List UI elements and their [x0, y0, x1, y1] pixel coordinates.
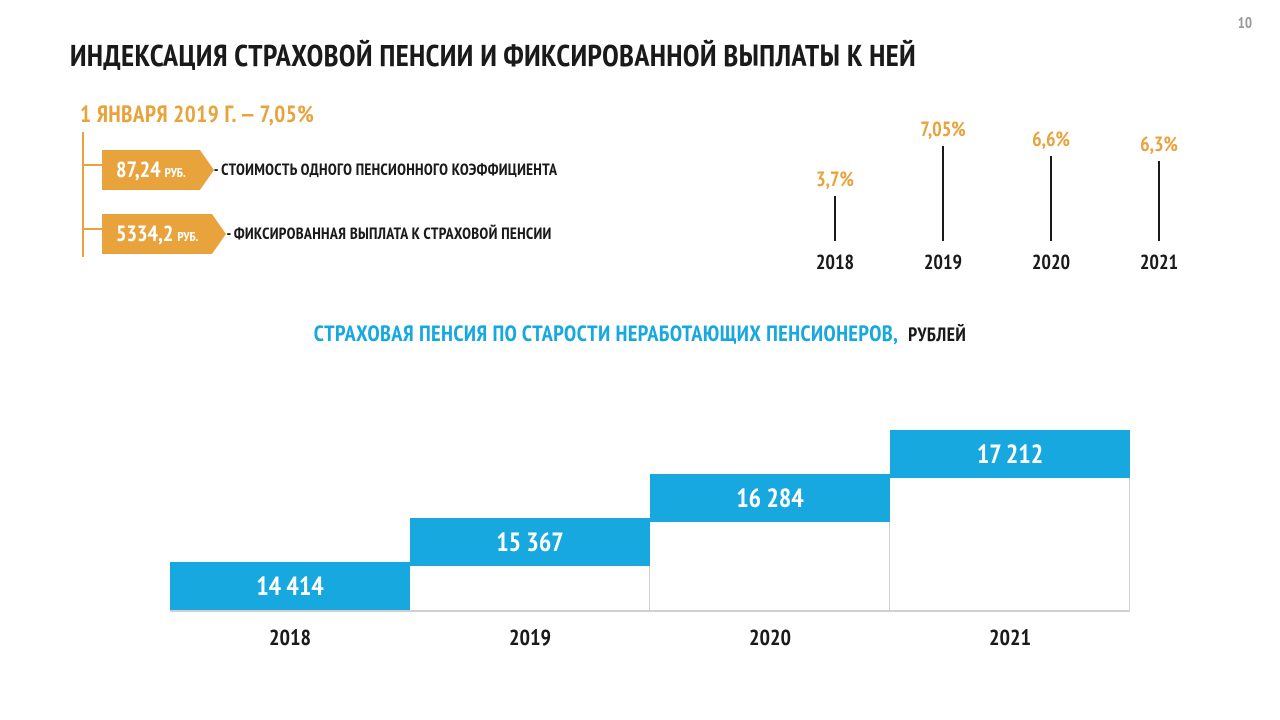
page-title: ИНДЕКСАЦИЯ СТРАХОВОЙ ПЕНСИИ И ФИКСИРОВАН… [70, 36, 916, 75]
step-bar: 17 212 [890, 430, 1130, 478]
step-year: 2020 [660, 624, 880, 652]
pct-col: 7,05% 2019 [898, 116, 988, 275]
pct-col: 3,7% 2018 [790, 166, 880, 275]
tag-badge: 5334,2 РУБ. [102, 214, 212, 254]
step-year: 2021 [900, 624, 1120, 652]
step-chart: 14 414 2018 15 367 2019 16 284 2020 17 212 2021 [170, 370, 1130, 670]
step-bar: 15 367 [410, 518, 650, 566]
tag-unit: РУБ. [177, 217, 198, 257]
tag-unit: РУБ. [165, 153, 186, 193]
step-year: 2019 [420, 624, 640, 652]
pct-value: 6,3% [1114, 131, 1204, 157]
pct-line [1050, 156, 1052, 241]
pct-line [834, 196, 836, 241]
pct-line [942, 146, 944, 241]
pct-line [1158, 161, 1160, 241]
subtitle-text: СТРАХОВАЯ ПЕНСИЯ ПО СТАРОСТИ НЕРАБОТАЮЩИ… [314, 320, 897, 348]
tag-badge: 87,24 РУБ. [102, 150, 200, 190]
pct-value: 7,05% [898, 116, 988, 142]
tag-value: 87,24 [116, 150, 161, 190]
pct-value: 3,7% [790, 166, 880, 192]
pct-col: 6,6% 2020 [1006, 126, 1096, 275]
step-bar: 16 284 [650, 474, 890, 522]
tag-row-coefficient: 87,24 РУБ. - СТОИМОСТЬ ОДНОГО ПЕНСИОННОГ… [102, 150, 557, 190]
pct-year: 2021 [1114, 249, 1204, 275]
bracket-connector [82, 132, 102, 257]
subtitle-unit: РУБЛЕЙ [908, 323, 966, 347]
percent-chart: 3,7% 2018 7,05% 2019 6,6% 2020 6,3% 2021 [790, 100, 1230, 275]
chart-subtitle: СТРАХОВАЯ ПЕНСИЯ ПО СТАРОСТИ НЕРАБОТАЮЩИ… [0, 320, 1280, 348]
pct-year: 2018 [790, 249, 880, 275]
pct-col: 6,3% 2021 [1114, 131, 1204, 275]
tag-row-fixed-payment: 5334,2 РУБ. - ФИКСИРОВАННАЯ ВЫПЛАТА К СТ… [102, 214, 552, 254]
pct-year: 2020 [1006, 249, 1096, 275]
headline: 1 ЯНВАРЯ 2019 Г. — 7,05% [80, 100, 314, 129]
tag-value: 5334,2 [116, 214, 173, 254]
step-bar: 14 414 [170, 562, 410, 610]
pct-value: 6,6% [1006, 126, 1096, 152]
chart-baseline [170, 610, 1130, 612]
tag-desc: - ФИКСИРОВАННАЯ ВЫПЛАТА К СТРАХОВОЙ ПЕНС… [226, 224, 551, 244]
step-year: 2018 [180, 624, 400, 652]
pct-year: 2019 [898, 249, 988, 275]
page-number: 10 [1238, 14, 1252, 33]
tag-desc: - СТОИМОСТЬ ОДНОГО ПЕНСИОННОГО КОЭФФИЦИЕ… [214, 160, 558, 180]
